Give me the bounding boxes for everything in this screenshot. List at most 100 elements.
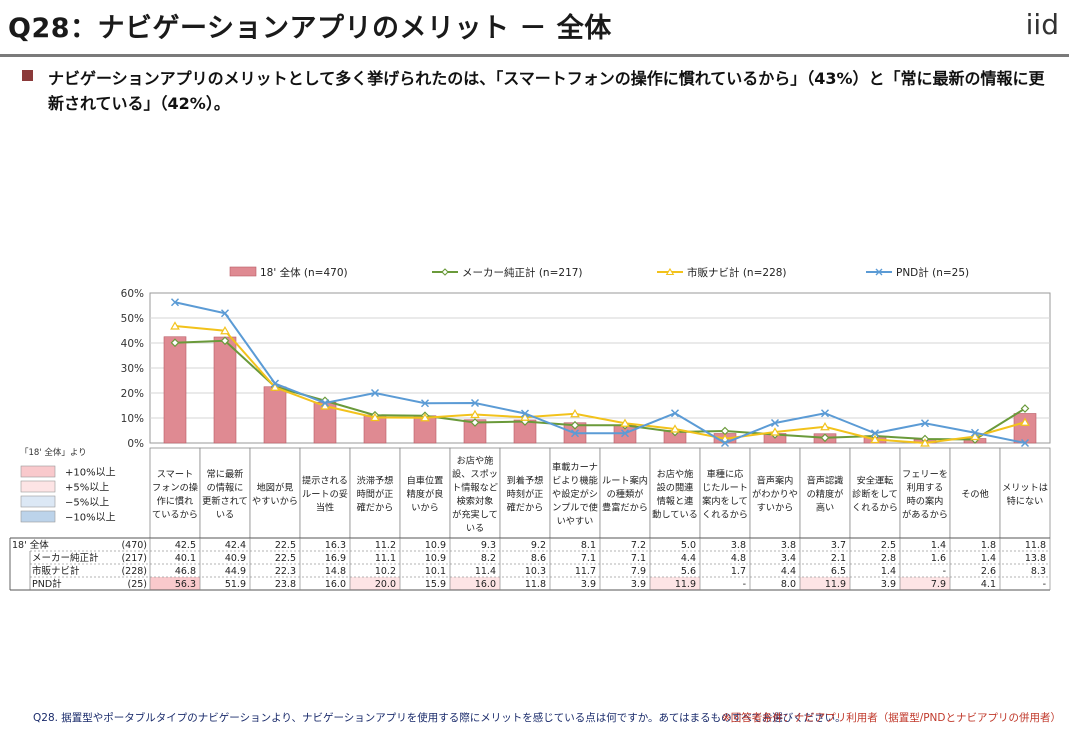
table-value: 16.0 [325,579,346,590]
table-cell [200,577,250,590]
table-cell [250,551,300,564]
table-cell [850,538,900,551]
table-cell [400,564,450,577]
table-cell [700,551,750,564]
point-marker [870,429,880,438]
table-value: 46.8 [175,566,196,577]
highlight-legend-swatch [20,510,56,523]
table-cell [800,538,850,551]
category-label: お店や施 [657,468,694,480]
category-label: いやすい [557,516,594,527]
table-cell [600,564,650,577]
row-n: (470) [121,540,147,551]
category-label: 診断をして [852,488,898,500]
legend-label: メーカー純正計 (n=217) [462,266,583,279]
point-marker [170,298,180,307]
table-cell [900,564,950,577]
category-label: くれるから [852,503,898,514]
table-value: 5.0 [681,540,696,551]
table-value: 15.9 [425,579,446,590]
point-marker [570,409,580,418]
table-cell [900,577,950,590]
table-value: 1.8 [981,540,996,551]
category-label: すいから [757,503,794,514]
table-value: 56.3 [175,579,196,590]
category-label: くれるから [702,509,748,520]
category-label: 高い [816,502,834,514]
header-divider [0,54,1069,57]
point-marker [770,427,780,436]
table-cell [800,577,850,590]
table-value: 11.8 [1025,540,1046,551]
table-cell [400,551,450,564]
point-marker [270,382,280,391]
row-n: (228) [121,566,147,577]
table-cell [500,538,550,551]
table-value: 2.6 [981,566,996,577]
row-label: 18' 全体 [12,539,49,551]
table-cell [650,551,700,564]
category-label: ルートの妥 [302,489,348,500]
table-value: 7.9 [931,579,946,590]
lead-text: ナビゲーションアプリのメリットとして多く挙げられたのは、「スマートフォンの操作に… [48,69,1045,113]
category-label: 自車位置 [407,475,444,487]
table-cell [400,577,450,590]
table-value: 23.8 [275,579,296,590]
table-cell [700,564,750,577]
row-label: 市販ナビ計 [32,565,80,577]
table-cell [1000,538,1050,551]
point-marker [170,338,180,348]
point-marker [720,438,730,448]
series-line [174,301,1026,445]
category-label: 特にない [1007,495,1044,507]
point-marker [1020,438,1030,448]
category-label: 作に慣れ [157,495,194,507]
table-cell [700,577,750,590]
y-tick-label: 50% [121,313,144,325]
point-marker [220,309,230,318]
point-marker [570,420,580,430]
table-value: 5.6 [681,566,696,577]
table-value: 14.8 [325,566,346,577]
category-label: 音声認識 [807,475,844,487]
table-header-cell [849,447,901,539]
footer-respondent-note: ※回答者条件：ナビアプリ利用者（据置型/PNDとナビアプリの併用者） [721,712,1061,724]
table-value: 8.1 [581,540,596,551]
point-marker [370,388,380,398]
table-cell [450,577,500,590]
category-label: いから [411,503,439,514]
table-value: 7.1 [631,553,646,564]
category-label: いる [216,509,234,520]
table-value: 1.7 [731,566,746,577]
table-value: - [743,579,746,590]
table-value: 3.9 [581,579,596,590]
category-label: 利用する [907,481,944,493]
table-value: 2.1 [831,553,846,564]
table-cell [200,538,250,551]
table-value: - [943,566,946,577]
table-cell [600,538,650,551]
table-cell [800,551,850,564]
highlight-legend-swatch [20,480,56,493]
y-tick-label: 10% [121,413,144,425]
table-header-cell [449,447,501,539]
table-value: 3.8 [781,540,796,551]
category-label: 車載カーナ [552,461,598,473]
table-cell [450,564,500,577]
table-cell [250,538,300,551]
row-label: PND計 [32,578,62,590]
category-label: いる [466,523,484,534]
table-header-cell [949,447,1001,539]
category-label: 時刻が正 [507,488,544,500]
table-header-cell [349,447,401,539]
legend-swatch [229,266,257,277]
table-cell [150,538,200,551]
table-header-cell [549,447,601,539]
table-cell [500,577,550,590]
table-value: 3.9 [881,579,896,590]
point-marker [170,321,180,330]
highlight-legend-label: −5%以上 [65,497,109,509]
table-cell [350,538,400,551]
table-cell [350,564,400,577]
